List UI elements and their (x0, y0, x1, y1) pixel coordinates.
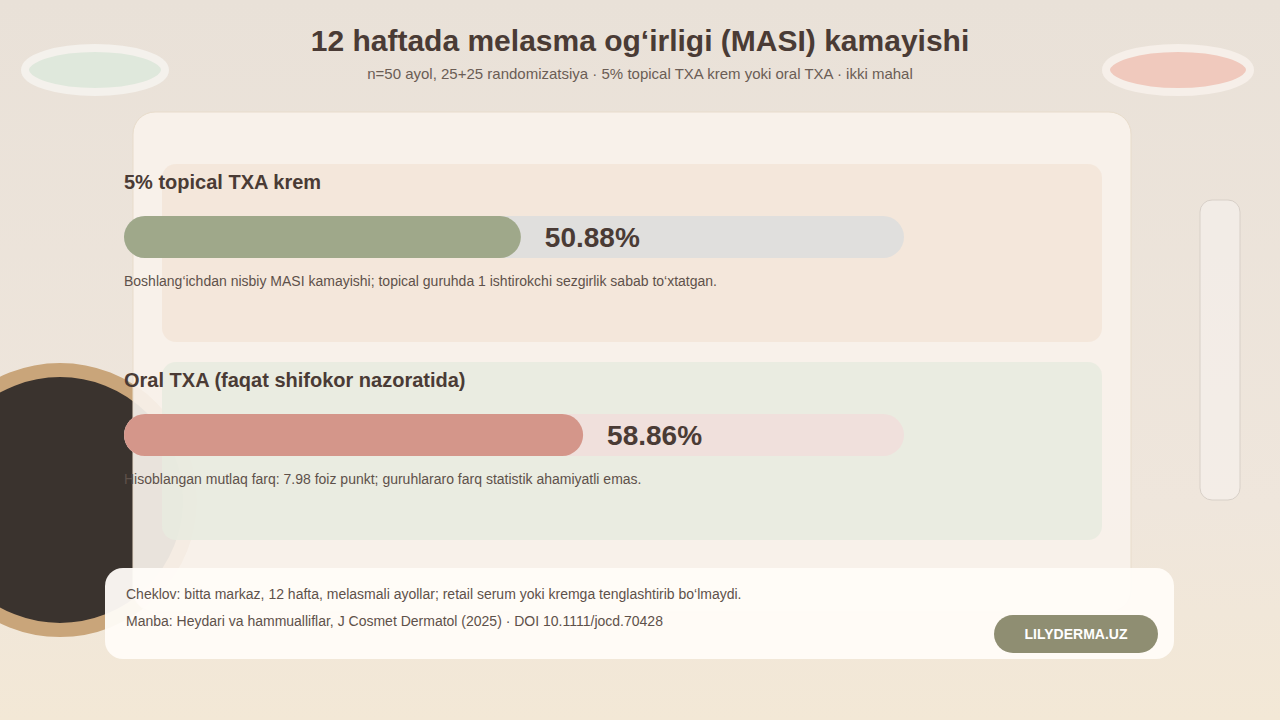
bar-track (124, 414, 904, 456)
brand: LILYDERMA.UZ (1025, 626, 1128, 642)
data-label: 50.88% (545, 222, 640, 253)
decor-dish (25, 48, 165, 92)
decor-glass (1200, 200, 1240, 500)
bar (124, 414, 583, 456)
category-label: 5% topical TXA krem (124, 171, 321, 193)
bars (124, 216, 583, 456)
brand-badge (994, 615, 1158, 653)
bar (124, 216, 521, 258)
bar-note: Hisoblangan mutlaq farq: 7.98 foiz punkt… (124, 471, 642, 487)
decor-dish (1106, 48, 1250, 92)
bar-note: Boshlang‘ichdan nisbiy MASI kamayishi; t… (124, 273, 717, 289)
title: 12 haftada melasma og‘irligi (MASI) kama… (311, 24, 970, 57)
footer-card (105, 568, 1174, 659)
background (0, 0, 1280, 720)
chart: 12 haftada melasma og‘irligi (MASI) kama… (0, 0, 1280, 720)
limitation: Cheklov: bitta markaz, 12 hafta, melasma… (126, 586, 741, 602)
bar-track (124, 216, 904, 258)
source: Manba: Heydari va hammualliflar, J Cosme… (126, 613, 663, 629)
data-label: 58.86% (607, 420, 702, 451)
subtitle: n=50 ayol, 25+25 randomizatsiya · 5% top… (367, 65, 913, 82)
category-label: Oral TXA (faqat shifokor nazoratida) (124, 369, 466, 391)
